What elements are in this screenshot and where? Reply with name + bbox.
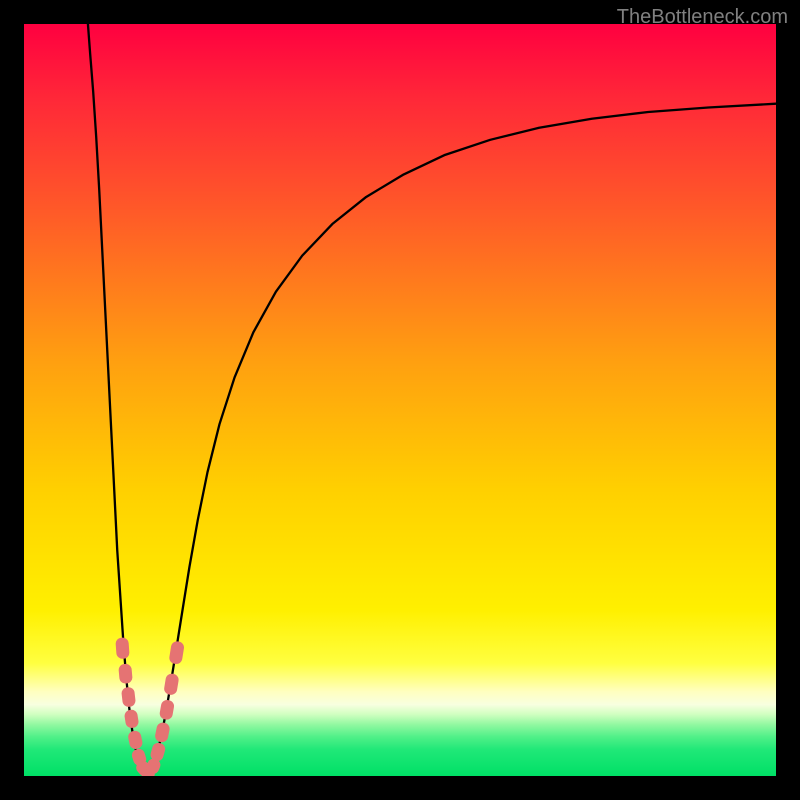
data-marker <box>159 699 175 720</box>
watermark-text: TheBottleneck.com <box>617 6 788 29</box>
data-marker <box>163 673 179 696</box>
data-marker <box>124 709 140 729</box>
curve-path <box>147 104 776 774</box>
data-marker <box>168 641 184 665</box>
data-marker <box>121 687 136 708</box>
chart-svg <box>24 24 776 776</box>
data-marker <box>118 663 133 684</box>
plot-area <box>24 24 776 776</box>
data-marker <box>127 730 143 750</box>
curve-path <box>88 24 147 774</box>
data-marker <box>115 637 129 659</box>
data-marker <box>154 722 171 744</box>
